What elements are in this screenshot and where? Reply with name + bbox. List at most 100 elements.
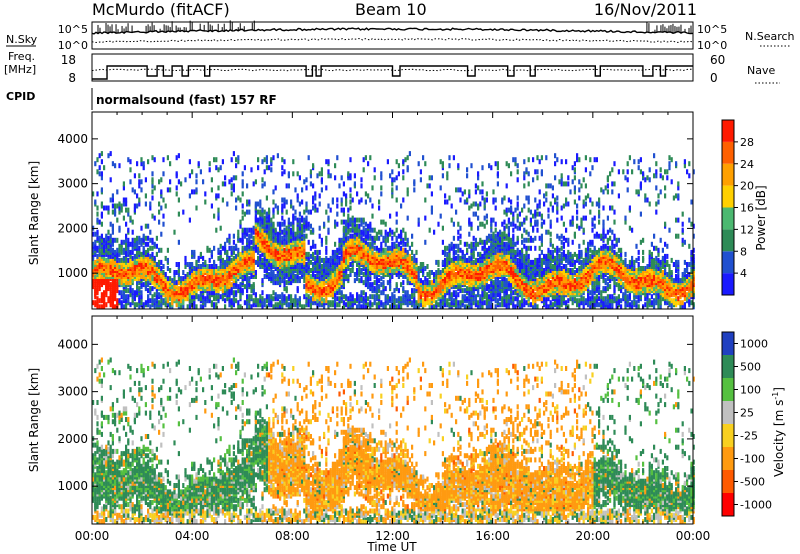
power-cell xyxy=(349,262,352,267)
power-cell xyxy=(296,193,299,199)
power-cell xyxy=(314,243,317,249)
power-cell xyxy=(353,181,356,187)
power-cell xyxy=(305,251,308,257)
power-cell xyxy=(232,239,235,245)
power-cell xyxy=(485,300,488,306)
power-cell xyxy=(96,253,99,259)
power-cell xyxy=(382,219,385,225)
power-cell xyxy=(197,294,200,300)
power-cell xyxy=(413,179,416,185)
power-cell xyxy=(312,195,315,201)
power-cell xyxy=(133,294,136,300)
power-cell xyxy=(151,183,154,189)
power-cell xyxy=(287,302,290,308)
power-cell xyxy=(122,304,125,310)
power-cell xyxy=(133,253,136,259)
power-cell xyxy=(290,203,293,209)
power-cell xyxy=(257,217,260,223)
power-cell xyxy=(455,302,458,308)
power-cell xyxy=(380,175,383,181)
power-cell xyxy=(131,245,134,251)
power-cell xyxy=(481,253,484,259)
power-cell xyxy=(477,171,480,177)
power-cell xyxy=(224,245,227,251)
power-cell xyxy=(461,249,464,255)
power-cell xyxy=(193,249,196,255)
power-cell xyxy=(184,296,187,302)
power-cell xyxy=(406,241,409,247)
power-cell xyxy=(164,255,167,261)
power-cell xyxy=(100,247,103,253)
power-cell xyxy=(103,205,106,211)
power-cell xyxy=(219,165,222,171)
power-cell xyxy=(428,227,431,233)
power-cell xyxy=(340,201,343,207)
power-cell xyxy=(138,197,141,203)
power-cell xyxy=(389,304,392,310)
power-cell xyxy=(188,173,191,179)
power-cell xyxy=(369,276,372,282)
power-cell xyxy=(404,247,407,253)
power-cell xyxy=(450,241,453,247)
power-cell xyxy=(336,302,339,308)
power-cell xyxy=(133,290,136,296)
power-cell xyxy=(114,211,117,217)
power-cell xyxy=(375,284,378,290)
power-cell xyxy=(290,298,293,304)
power-cell xyxy=(114,255,117,261)
power-cell xyxy=(395,185,398,191)
power-cell xyxy=(270,217,273,223)
power-cell xyxy=(424,161,427,167)
power-cell xyxy=(281,229,284,235)
freq-tick-bottom: 8 xyxy=(68,71,76,85)
power-cell xyxy=(98,304,101,310)
freq-panel: Freq. [MHz] 18 8 60 0 Nave xyxy=(4,50,780,85)
power-cell xyxy=(184,264,187,269)
power-cell xyxy=(177,276,180,282)
power-cell xyxy=(133,207,136,213)
power-cell xyxy=(217,193,220,199)
power-cell xyxy=(103,255,106,261)
power-cell xyxy=(320,237,323,243)
power-cell xyxy=(490,227,493,233)
power-scatter xyxy=(92,151,695,310)
power-cell xyxy=(149,201,152,207)
power-cell xyxy=(433,272,436,277)
noise-spikes xyxy=(97,20,692,34)
power-cell xyxy=(232,233,235,239)
power-cell xyxy=(512,296,515,302)
power-cell xyxy=(287,231,290,237)
power-cell xyxy=(450,300,453,306)
power-cell xyxy=(241,179,244,185)
power-cell xyxy=(351,197,354,203)
power-cell xyxy=(160,298,163,304)
power-cell xyxy=(151,286,154,292)
power-cell xyxy=(292,231,295,237)
power-cell xyxy=(228,245,231,251)
power-cell xyxy=(160,259,163,265)
power-cell xyxy=(446,245,449,251)
power-cell xyxy=(448,259,451,265)
power-cell xyxy=(100,175,103,181)
power-cell xyxy=(329,262,332,267)
power-cell xyxy=(349,292,352,298)
power-cell xyxy=(331,300,334,306)
power-cell xyxy=(428,270,431,275)
power-cell xyxy=(241,227,244,233)
power-cell xyxy=(472,241,475,247)
power-cell xyxy=(296,233,299,239)
power-cell xyxy=(219,282,222,288)
power-cell xyxy=(356,274,359,279)
power-cell xyxy=(259,294,262,300)
power-cell xyxy=(303,278,306,284)
power-cell xyxy=(116,298,119,304)
power-cell xyxy=(206,264,209,269)
power-cell xyxy=(499,294,502,300)
power-cell xyxy=(331,264,334,269)
power-cell xyxy=(219,243,222,249)
power-cell xyxy=(373,235,376,241)
power-cell xyxy=(406,191,409,197)
power-cell xyxy=(125,237,128,243)
power-cell xyxy=(279,270,282,275)
power-cell xyxy=(325,159,328,165)
